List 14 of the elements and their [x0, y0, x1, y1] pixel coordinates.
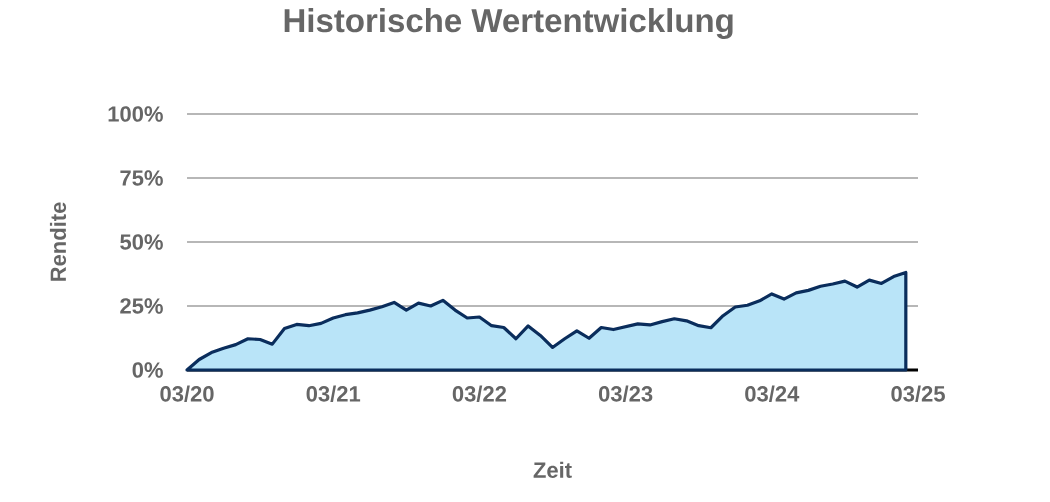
y-tick-label: 25% [120, 298, 163, 314]
y-tick-label: 50% [120, 234, 163, 250]
y-tick-label: 0% [132, 362, 163, 378]
x-tick-label: 03/20 [160, 385, 214, 402]
x-tick-label: 03/22 [452, 385, 507, 402]
x-tick-label: 03/23 [598, 385, 653, 402]
x-tick-label: 03/25 [891, 385, 945, 402]
x-tick-label: 03/24 [745, 385, 800, 402]
y-tick-label: 100% [108, 106, 163, 122]
x-axis-title: Zeit [533, 461, 572, 478]
y-axis-title: Rendite [49, 202, 67, 281]
x-tick-label: 03/21 [306, 385, 361, 402]
y-tick-label: 75% [120, 170, 163, 186]
chart-title: Historische Wertentwicklung [284, 8, 733, 39]
